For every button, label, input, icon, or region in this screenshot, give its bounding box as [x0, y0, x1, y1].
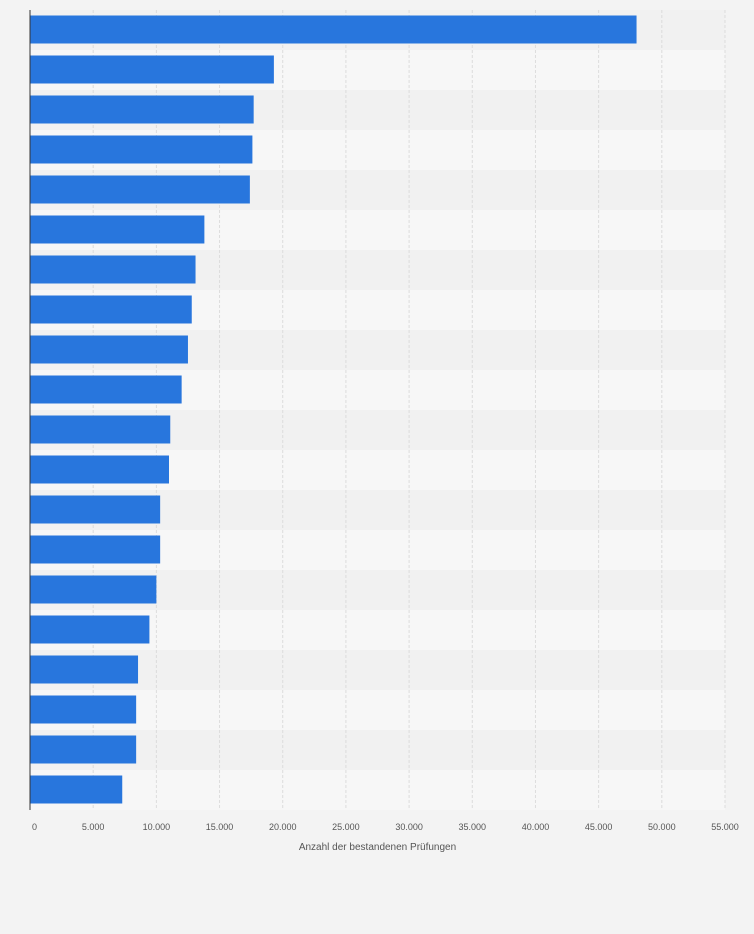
bar: [30, 135, 253, 164]
bar: [30, 615, 150, 644]
x-tick-label: 20.000: [269, 822, 297, 832]
bar: [30, 375, 182, 404]
bar: [30, 495, 161, 524]
x-tick-label: 35.000: [459, 822, 487, 832]
row-band: [30, 650, 725, 690]
x-tick-label: 30.000: [395, 822, 423, 832]
bar: [30, 15, 637, 44]
x-tick-label: 5.000: [82, 822, 105, 832]
x-axis-label: Anzahl der bestandenen Prüfungen: [299, 842, 456, 853]
bar: [30, 95, 254, 124]
x-tick-label: 45.000: [585, 822, 613, 832]
bar: [30, 295, 192, 324]
bar: [30, 695, 137, 724]
bar: [30, 575, 157, 604]
x-tick-label: 25.000: [332, 822, 360, 832]
x-tick-label: 40.000: [522, 822, 550, 832]
bar: [30, 455, 169, 484]
x-tick-labels: 0 5.000 10.000 15.000 20.000 25.000 30.000 35.0…: [32, 822, 739, 832]
bars: [30, 15, 637, 804]
bar: [30, 735, 137, 764]
row-band: [30, 730, 725, 770]
x-tick-label: 0: [32, 822, 37, 832]
x-tick-label: 50.000: [648, 822, 676, 832]
bar: [30, 415, 171, 444]
bar: [30, 175, 250, 204]
bar: [30, 535, 161, 564]
bar: [30, 55, 274, 84]
bar: [30, 335, 188, 364]
x-tick-label: 15.000: [206, 822, 234, 832]
bar: [30, 215, 205, 244]
bar: [30, 255, 196, 284]
bar: [30, 655, 139, 684]
x-tick-label: 55.000: [711, 822, 739, 832]
row-bands: [30, 10, 725, 810]
bar: [30, 775, 123, 804]
x-tick-label: 10.000: [143, 822, 171, 832]
row-band: [30, 770, 725, 810]
row-band: [30, 690, 725, 730]
